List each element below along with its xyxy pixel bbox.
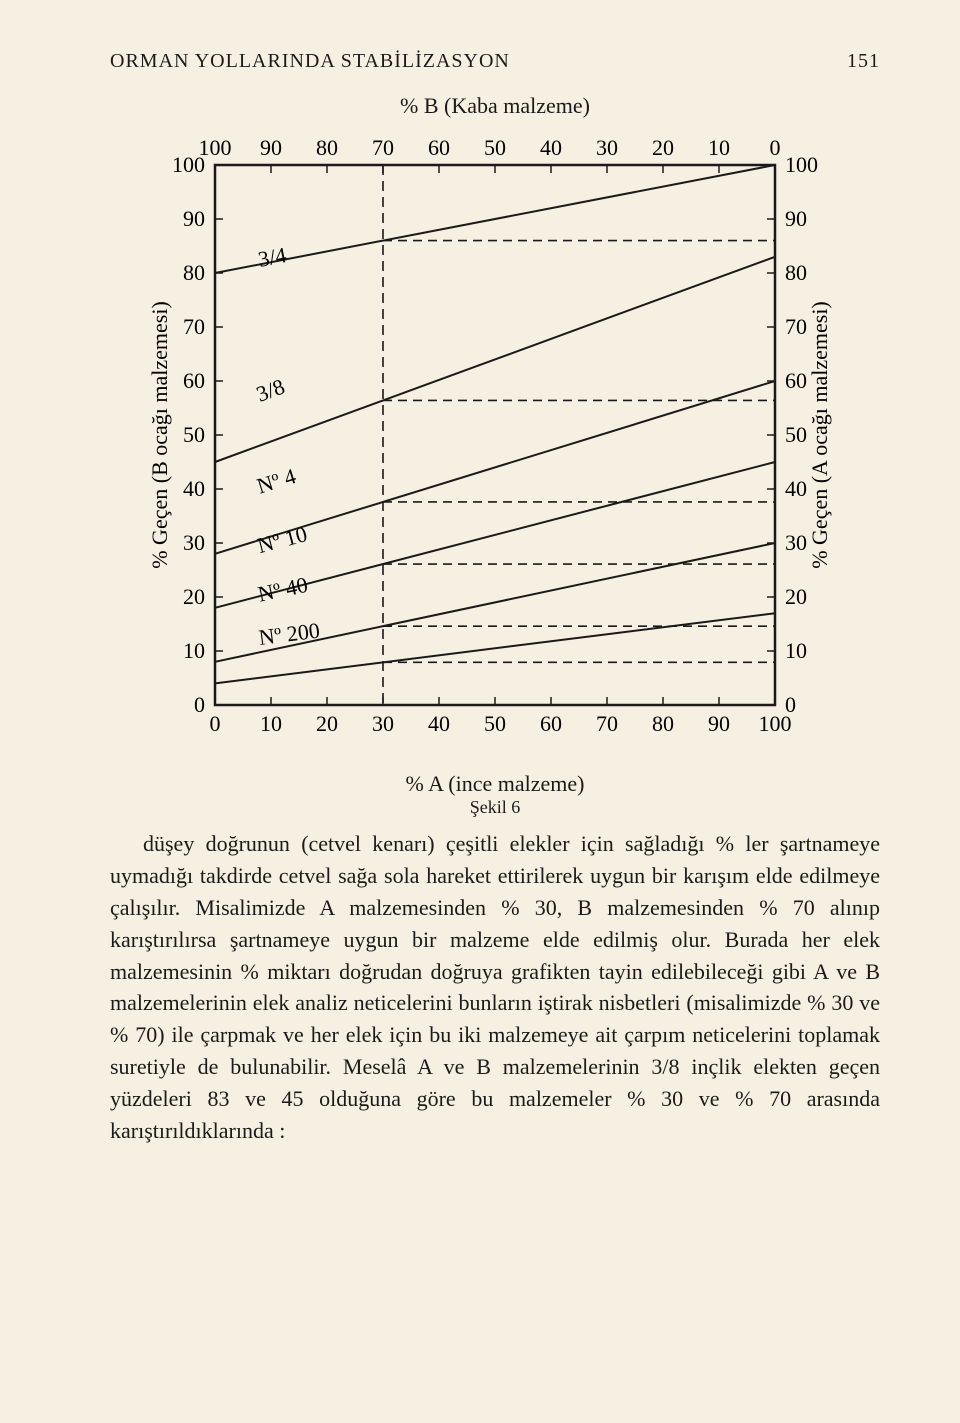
svg-text:Nº 4: Nº 4 bbox=[254, 463, 299, 498]
svg-text:3/8: 3/8 bbox=[253, 374, 288, 407]
header-title: ORMAN YOLLARINDA STABİLİZASYON bbox=[110, 50, 510, 73]
svg-text:60: 60 bbox=[183, 368, 205, 393]
svg-text:80: 80 bbox=[652, 711, 674, 736]
svg-text:0: 0 bbox=[194, 692, 205, 717]
svg-text:70: 70 bbox=[596, 711, 618, 736]
svg-text:50: 50 bbox=[484, 711, 506, 736]
svg-text:3/4: 3/4 bbox=[256, 242, 288, 272]
svg-text:10: 10 bbox=[183, 638, 205, 663]
svg-text:40: 40 bbox=[183, 476, 205, 501]
svg-text:40: 40 bbox=[428, 711, 450, 736]
body-paragraph: düşey doğrunun (cetvel kenarı) çeşitli e… bbox=[110, 828, 880, 1147]
svg-text:% Geçen (B ocağı malzemesi): % Geçen (B ocağı malzemesi) bbox=[147, 301, 172, 569]
svg-text:70: 70 bbox=[372, 135, 394, 160]
svg-text:60: 60 bbox=[428, 135, 450, 160]
svg-text:60: 60 bbox=[785, 368, 807, 393]
svg-text:50: 50 bbox=[785, 422, 807, 447]
svg-text:20: 20 bbox=[183, 584, 205, 609]
svg-text:80: 80 bbox=[785, 260, 807, 285]
svg-text:30: 30 bbox=[596, 135, 618, 160]
svg-text:Nº 10: Nº 10 bbox=[255, 521, 310, 558]
svg-text:10: 10 bbox=[260, 711, 282, 736]
svg-text:90: 90 bbox=[785, 206, 807, 231]
svg-text:20: 20 bbox=[316, 711, 338, 736]
svg-text:50: 50 bbox=[484, 135, 506, 160]
chart-bottom-label: % A (ince malzeme) bbox=[110, 771, 880, 797]
figure-label: Şekil 6 bbox=[110, 797, 880, 818]
svg-text:0: 0 bbox=[770, 135, 781, 160]
svg-text:90: 90 bbox=[708, 711, 730, 736]
chart-area: 0102030405060708090100100908070605040302… bbox=[145, 125, 845, 765]
chart-svg: 0102030405060708090100100908070605040302… bbox=[145, 125, 845, 765]
svg-text:20: 20 bbox=[785, 584, 807, 609]
svg-text:40: 40 bbox=[540, 135, 562, 160]
svg-text:90: 90 bbox=[183, 206, 205, 231]
svg-text:100: 100 bbox=[785, 152, 818, 177]
svg-text:90: 90 bbox=[260, 135, 282, 160]
svg-text:70: 70 bbox=[183, 314, 205, 339]
svg-text:30: 30 bbox=[785, 530, 807, 555]
svg-text:50: 50 bbox=[183, 422, 205, 447]
svg-text:0: 0 bbox=[785, 692, 796, 717]
svg-text:Nº 200: Nº 200 bbox=[257, 618, 321, 650]
page: ORMAN YOLLARINDA STABİLİZASYON 151 % B (… bbox=[0, 0, 960, 1423]
page-header: ORMAN YOLLARINDA STABİLİZASYON 151 bbox=[110, 50, 880, 73]
svg-text:100: 100 bbox=[172, 152, 205, 177]
svg-text:30: 30 bbox=[183, 530, 205, 555]
svg-text:30: 30 bbox=[372, 711, 394, 736]
svg-text:80: 80 bbox=[183, 260, 205, 285]
svg-text:70: 70 bbox=[785, 314, 807, 339]
svg-text:60: 60 bbox=[540, 711, 562, 736]
svg-text:10: 10 bbox=[785, 638, 807, 663]
svg-text:10: 10 bbox=[708, 135, 730, 160]
body-text: düşey doğrunun (cetvel kenarı) çeşitli e… bbox=[110, 828, 880, 1147]
svg-text:0: 0 bbox=[210, 711, 221, 736]
svg-text:20: 20 bbox=[652, 135, 674, 160]
svg-text:80: 80 bbox=[316, 135, 338, 160]
svg-text:40: 40 bbox=[785, 476, 807, 501]
page-number: 151 bbox=[847, 50, 880, 73]
chart-top-title: % B (Kaba malzeme) bbox=[110, 93, 880, 119]
svg-text:% Geçen (A ocağı malzemesi): % Geçen (A ocağı malzemesi) bbox=[807, 301, 832, 569]
svg-text:Nº 40: Nº 40 bbox=[256, 572, 310, 607]
